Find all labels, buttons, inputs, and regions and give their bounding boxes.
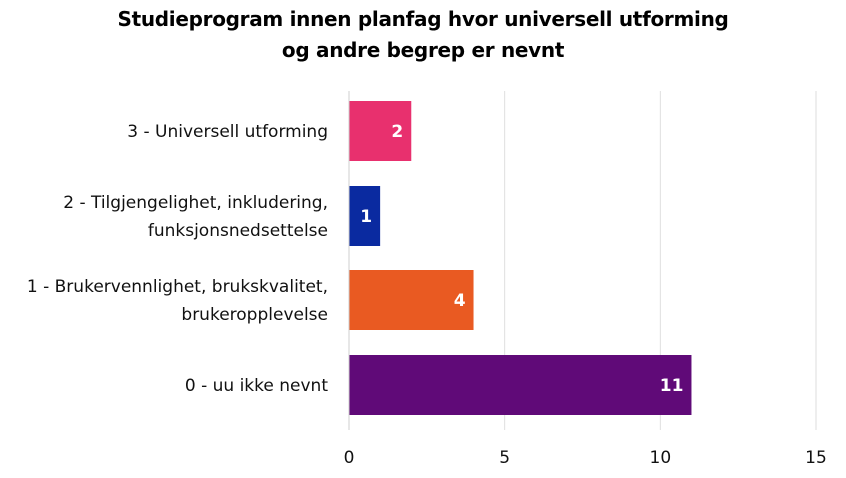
- category-label-2-0: 1 - Brukervennlighet, brukskvalitet,: [27, 277, 328, 297]
- bar-0: [349, 101, 412, 161]
- bar-1: [349, 186, 381, 246]
- x-tick-label-0: 0: [344, 448, 355, 468]
- data-label-2: 4: [454, 291, 466, 311]
- category-label-2-1: brukeropplevelse: [181, 305, 328, 325]
- category-label-0-0: 3 - Universell utforming: [127, 122, 328, 142]
- data-label-1: 1: [360, 207, 372, 227]
- x-tick-label-5: 5: [499, 448, 510, 468]
- category-label-1-1: funksjonsnedsettelse: [148, 221, 328, 241]
- x-tick-label-15: 15: [805, 448, 827, 468]
- bar-3: [349, 355, 692, 415]
- chart-title-line-2: og andre begrep er nevnt: [281, 38, 565, 62]
- x-tick-label-10: 10: [650, 448, 672, 468]
- data-label-3: 11: [660, 376, 684, 396]
- category-label-3-0: 0 - uu ikke nevnt: [185, 376, 328, 396]
- data-label-0: 2: [391, 122, 403, 142]
- chart-title-line-1: Studieprogram innen planfag hvor univers…: [117, 7, 729, 31]
- chart-title: Studieprogram innen planfag hvor univers…: [0, 4, 846, 66]
- category-label-1-0: 2 - Tilgjengelighet, inkludering,: [63, 193, 328, 213]
- bar-2: [349, 270, 474, 330]
